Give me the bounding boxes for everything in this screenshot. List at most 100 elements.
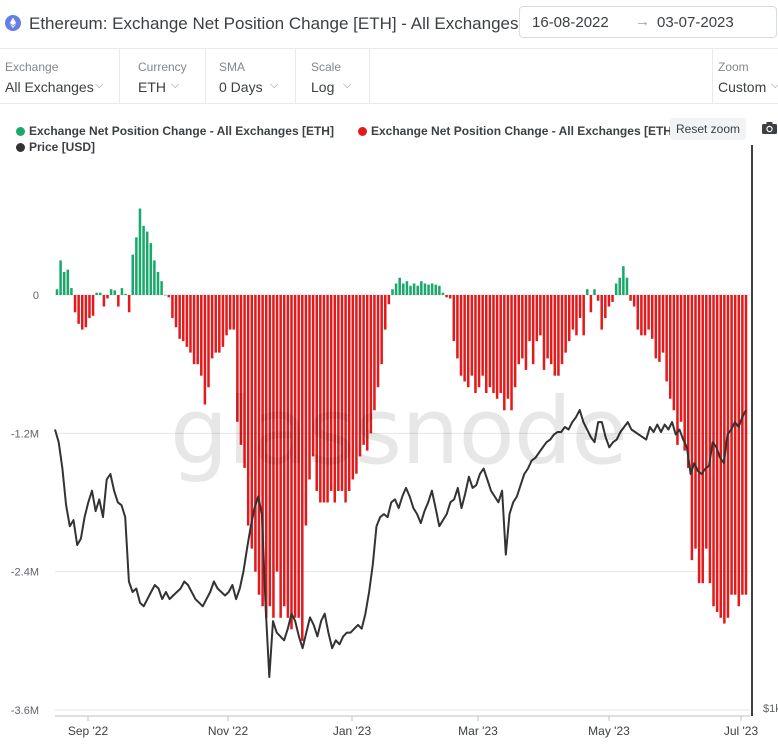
bar-negative — [661, 295, 665, 353]
bar-negative — [466, 295, 470, 388]
scale-select[interactable]: Scale Log ⌵ — [306, 49, 370, 104]
bar-negative — [344, 295, 347, 503]
bar-negative — [84, 295, 88, 328]
bar-negative — [301, 295, 304, 641]
chevron-down-icon: ⌵ — [343, 79, 352, 91]
x-tick-label: Sep '22 — [68, 724, 109, 738]
bar-negative — [362, 295, 365, 445]
bar-negative — [268, 295, 272, 607]
bar-negative — [676, 295, 679, 445]
date-from-input[interactable]: 16-08-2022 — [532, 14, 609, 31]
bar-negative — [567, 295, 571, 342]
bar-negative — [503, 295, 506, 411]
bar-positive — [124, 293, 127, 295]
zoom-select[interactable]: Zoom Custom ⌵ — [712, 49, 778, 104]
x-tick-label: Jul '23 — [724, 724, 759, 738]
bar-negative — [535, 295, 539, 342]
bar-negative — [744, 295, 748, 595]
bar-positive — [391, 289, 394, 295]
sma-select[interactable]: SMA 0 Days ⌵ — [214, 49, 296, 104]
bar-positive — [149, 243, 153, 295]
bar-negative — [329, 295, 333, 491]
bar-positive — [593, 289, 596, 295]
bar-negative — [185, 295, 189, 347]
bar-negative — [243, 295, 246, 468]
bar-negative — [730, 295, 733, 595]
bar-negative — [73, 295, 77, 313]
zoom-value: Custom — [718, 79, 767, 95]
bar-positive — [438, 285, 441, 295]
bar-negative — [456, 295, 459, 359]
date-to-input[interactable]: 03-07-2023 — [657, 14, 734, 31]
bar-negative — [694, 295, 697, 549]
bar-negative — [697, 295, 701, 584]
bar-negative — [196, 295, 199, 365]
currency-label: Currency — [138, 60, 187, 74]
bar-negative — [452, 295, 456, 342]
bar-negative — [629, 295, 632, 301]
bar-negative — [737, 295, 741, 607]
bar-positive — [398, 277, 401, 295]
currency-select[interactable]: Currency ETH ⌵ — [133, 49, 206, 104]
header: Ethereum: Exchange Net Position Change [… — [0, 0, 778, 48]
bar-negative — [521, 295, 524, 359]
legend-item-positive[interactable]: Exchange Net Position Change - All Excha… — [16, 124, 334, 138]
bar-positive — [420, 281, 423, 295]
bar-negative — [513, 295, 517, 388]
bar-negative — [542, 295, 546, 370]
camera-icon[interactable] — [761, 120, 778, 136]
bar-positive — [131, 254, 135, 295]
bar-positive — [625, 277, 629, 295]
bar-positive — [62, 271, 66, 295]
bar-negative — [546, 295, 549, 359]
exchange-select[interactable]: Exchange All Exchanges ⌵ — [0, 49, 120, 104]
controls-bar: Exchange All Exchanges ⌵ Currency ETH ⌵ … — [0, 48, 778, 104]
legend-label-price: Price [USD] — [29, 140, 96, 154]
bar-negative — [387, 295, 391, 305]
bar-negative — [311, 295, 315, 457]
bar-negative — [683, 295, 686, 451]
bar-positive — [614, 283, 618, 295]
scale-label: Scale — [311, 60, 342, 74]
bar-negative — [232, 295, 236, 330]
bar-negative — [481, 295, 484, 376]
bar-negative — [355, 295, 358, 474]
bar-negative — [282, 295, 286, 607]
price-line — [54, 409, 747, 678]
bar-negative — [286, 295, 290, 618]
x-tick-label: Jan '23 — [333, 724, 372, 738]
bar-negative — [77, 295, 80, 324]
bar-negative — [604, 295, 607, 319]
bar-negative — [178, 295, 181, 339]
bar-negative — [257, 295, 261, 595]
reset-zoom-button[interactable]: Reset zoom — [670, 118, 746, 140]
bar-negative — [701, 295, 704, 584]
bar-negative — [640, 295, 643, 336]
chart-legend: Exchange Net Position Change - All Excha… — [0, 120, 778, 160]
bar-negative — [705, 295, 708, 549]
legend-item-price[interactable]: Price [USD] — [16, 140, 95, 154]
bar-negative — [275, 295, 279, 572]
bar-negative — [102, 295, 106, 307]
bar-positive — [99, 292, 102, 295]
bar-positive — [120, 288, 124, 295]
bar-negative — [564, 295, 567, 353]
bar-negative — [319, 295, 322, 503]
bar-positive — [66, 269, 70, 295]
bar-negative — [499, 295, 502, 393]
bar-negative — [654, 295, 658, 359]
chevron-down-icon: ⌵ — [270, 79, 279, 91]
bar-negative — [524, 295, 528, 370]
bar-negative — [384, 295, 387, 330]
bar-negative — [308, 295, 311, 480]
bar-negative — [254, 295, 257, 572]
bar-negative — [690, 295, 694, 561]
legend-item-negative[interactable]: Exchange Net Position Change - All Excha… — [358, 124, 670, 138]
bar-negative — [304, 295, 308, 526]
bar-negative — [279, 295, 282, 618]
y-right-tick-label: $1k — [763, 703, 778, 715]
date-range-picker[interactable]: 16-08-2022 → 03-07-2023 — [519, 6, 777, 38]
watermark: glassnode — [170, 378, 628, 485]
chevron-down-icon: ⌵ — [95, 79, 104, 91]
bar-negative — [174, 295, 178, 328]
